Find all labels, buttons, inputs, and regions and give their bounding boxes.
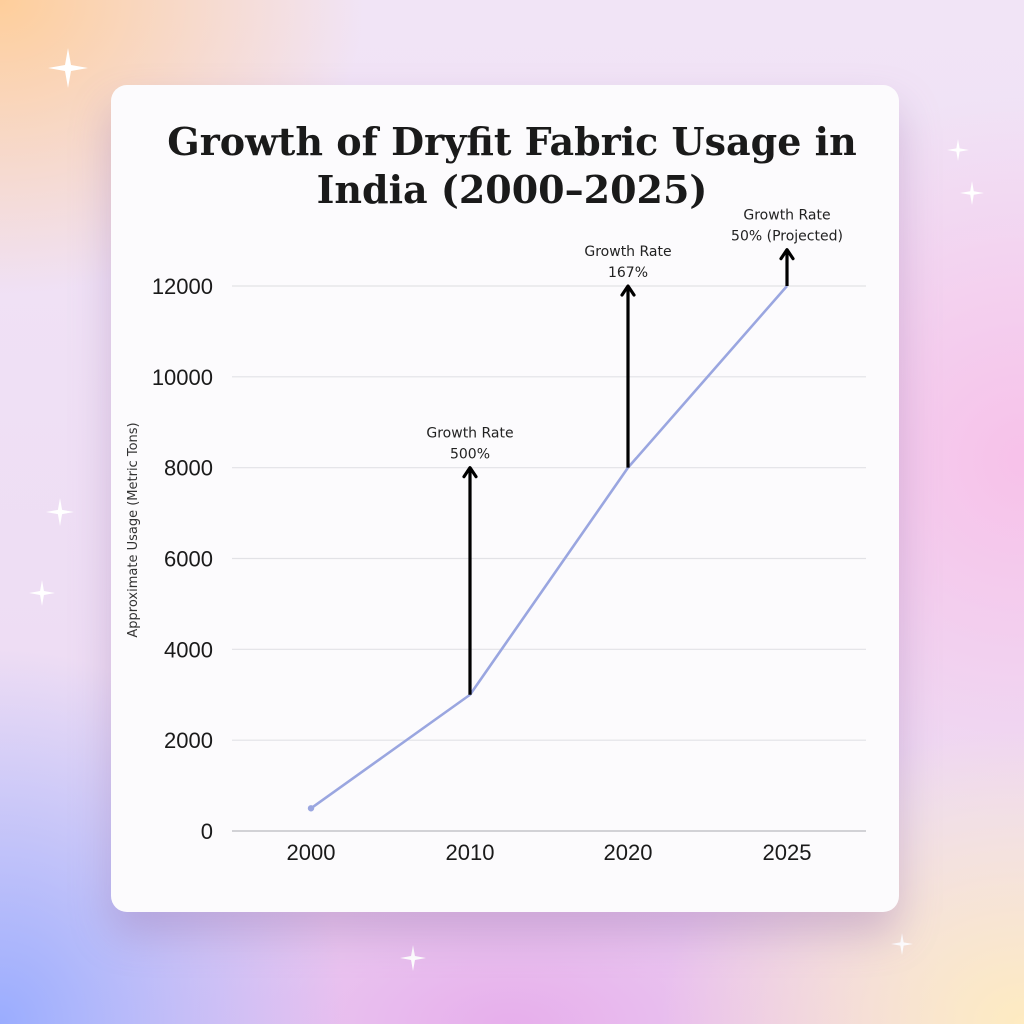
grid-lines — [232, 285, 866, 832]
growth-arrow-head — [620, 284, 636, 297]
sparkle-icon — [46, 498, 74, 526]
x-tick-label: 2010 — [446, 840, 495, 865]
data-point — [307, 805, 315, 812]
y-tick-label: 12000 — [152, 274, 213, 299]
y-tick-label: 6000 — [164, 547, 213, 572]
sparkle-icon — [960, 181, 984, 205]
sparkle-icon — [29, 580, 55, 606]
chart-title-line-2: India (2000–2025) — [316, 167, 708, 212]
chart-title: Growth of Dryfit Fabric Usage in India (… — [0, 118, 1024, 214]
x-axis-ticks: 2000 2010 2020 2025 — [287, 840, 812, 865]
y-axis-ticks: 0 2000 4000 6000 8000 10000 12000 — [152, 274, 213, 844]
x-tick-label: 2025 — [763, 840, 812, 865]
x-tick-label: 2020 — [604, 840, 653, 865]
x-tick-label: 2000 — [287, 840, 336, 865]
sparkle-icon — [947, 139, 969, 161]
growth-annotation-value: 50% (Projected) — [731, 229, 843, 245]
growth-arrow-head — [779, 248, 795, 261]
growth-annotation-title: Growth Rate — [743, 208, 830, 224]
y-axis-label: Approximate Usage (Metric Tons) — [126, 422, 141, 637]
growth-annotation-title: Growth Rate — [426, 426, 513, 442]
growth-annotation-title: Growth Rate — [584, 244, 671, 260]
y-tick-label: 4000 — [164, 637, 213, 662]
y-tick-label: 8000 — [164, 456, 213, 481]
sparkle-icon — [891, 933, 913, 955]
series-layer — [307, 285, 788, 812]
y-tick-label: 2000 — [164, 728, 213, 753]
annotation-layer: Growth Rate 500% Growth Rate 167% Growth Rat… — [426, 208, 843, 695]
growth-annotation-value: 167% — [608, 265, 648, 281]
y-tick-label: 10000 — [152, 365, 213, 390]
y-tick-label: 0 — [201, 819, 213, 844]
chart-card — [111, 85, 899, 912]
sparkle-icon — [48, 48, 88, 88]
growth-annotation-value: 500% — [450, 447, 490, 463]
sparkle-icon — [400, 945, 426, 971]
growth-arrow-head — [462, 466, 478, 479]
chart-title-line-1: Growth of Dryfit Fabric Usage in — [167, 119, 857, 164]
series-line — [310, 285, 788, 810]
